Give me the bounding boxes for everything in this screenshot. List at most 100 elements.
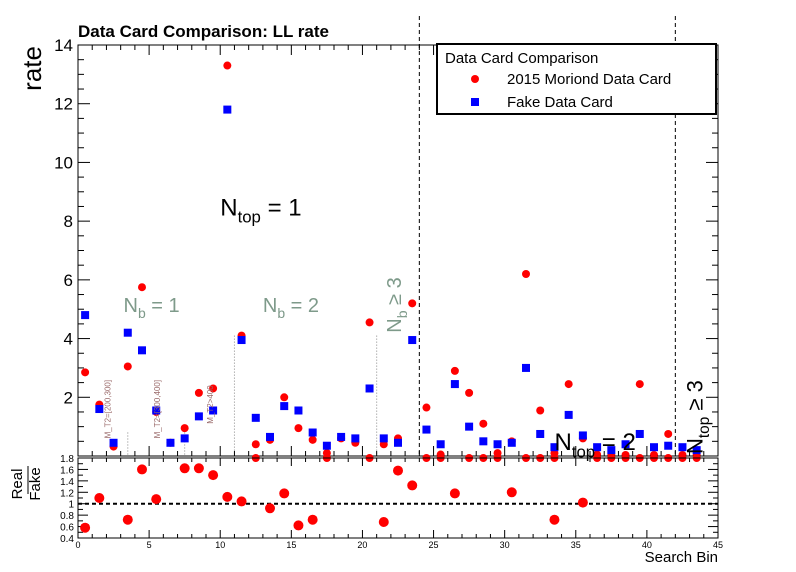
ratio-label-numerator: Real bbox=[9, 469, 26, 500]
fake-point bbox=[507, 438, 516, 447]
legend-entry: 2015 Moriond Data Card bbox=[507, 71, 671, 88]
fake-point bbox=[550, 443, 559, 452]
moriond-point bbox=[635, 380, 644, 389]
fake-point bbox=[564, 410, 573, 419]
ratio-point bbox=[577, 497, 588, 508]
bottom-panel: 0.40.60.811.21.41.61.8 0 5 10 15 20 25 30 35 40 4… bbox=[9, 454, 723, 566]
y-tick-label: 6 bbox=[64, 271, 73, 290]
top-plot-frame bbox=[77, 44, 719, 457]
ratio-point bbox=[549, 514, 560, 525]
moriond-point bbox=[536, 406, 545, 415]
fake-point bbox=[123, 328, 132, 337]
y-tick-label: 12 bbox=[54, 95, 73, 114]
fake-point bbox=[223, 105, 232, 114]
y-tick-label: 1.4 bbox=[60, 477, 74, 488]
x-tick-label: 30 bbox=[500, 540, 510, 550]
mt2-annotation: M_T2=[300,400] bbox=[153, 380, 162, 438]
legend-box bbox=[436, 43, 717, 115]
y-tick-label: 2 bbox=[64, 388, 73, 407]
fake-point bbox=[578, 431, 587, 440]
moriond-point bbox=[194, 388, 203, 397]
ratio-point bbox=[393, 465, 403, 476]
fake-point bbox=[536, 429, 545, 438]
fake-point bbox=[379, 434, 388, 443]
moriond-point bbox=[138, 283, 146, 292]
fake-point bbox=[465, 422, 474, 431]
x-tick-label: 0 bbox=[75, 540, 80, 550]
nb-annotation: Nb = 2 bbox=[263, 295, 319, 321]
fake-point bbox=[337, 432, 346, 441]
top-data-points bbox=[81, 61, 701, 459]
x-tick-label: 25 bbox=[429, 540, 439, 550]
y-tick-label: 0.4 bbox=[60, 534, 74, 545]
fake-point bbox=[479, 437, 488, 446]
fake-point bbox=[322, 441, 331, 450]
fake-point bbox=[692, 446, 701, 455]
ratio-point bbox=[236, 496, 247, 507]
moriond-point bbox=[664, 429, 673, 438]
ratio-point bbox=[506, 487, 517, 498]
moriond-point bbox=[209, 384, 218, 393]
fake-point bbox=[152, 406, 161, 415]
ratio-point bbox=[122, 514, 133, 525]
y-tick-label: 1 bbox=[68, 500, 74, 511]
ratio-point bbox=[137, 464, 147, 475]
fake-point bbox=[394, 438, 402, 447]
ratio-point bbox=[378, 517, 389, 527]
fake-point bbox=[522, 363, 530, 372]
x-tick-label: 15 bbox=[286, 540, 296, 550]
moriond-point bbox=[180, 424, 189, 433]
fake-point bbox=[81, 311, 90, 320]
y-tick-label: 8 bbox=[64, 212, 73, 231]
y-tick-label: 1.8 bbox=[60, 454, 74, 465]
y-tick-label: 0.6 bbox=[60, 523, 74, 534]
ratio-label-denominator: Fake bbox=[27, 467, 44, 500]
fake-point bbox=[294, 406, 303, 415]
ratio-point bbox=[94, 493, 105, 503]
x-tick-label: 10 bbox=[215, 540, 225, 550]
legend-title: Data Card Comparison bbox=[445, 50, 598, 67]
fake-point bbox=[493, 440, 502, 449]
ratio-point bbox=[193, 463, 204, 474]
top-y-axis-label: rate bbox=[17, 46, 47, 91]
ratio-point bbox=[80, 522, 91, 533]
fake-point bbox=[109, 438, 118, 447]
ntop-annotation: Ntop = 1 bbox=[220, 194, 301, 226]
y-tick-label: 1.2 bbox=[60, 488, 74, 499]
moriond-point bbox=[479, 419, 488, 428]
ratio-point bbox=[151, 494, 162, 505]
moriond-point bbox=[123, 362, 132, 371]
moriond-point bbox=[294, 424, 303, 433]
x-axis-label: Search Bin bbox=[645, 549, 718, 566]
fake-point bbox=[138, 346, 146, 355]
fake-point bbox=[621, 440, 630, 449]
ratio-point bbox=[222, 491, 233, 502]
ratio-point bbox=[407, 480, 418, 491]
ratio-point bbox=[179, 463, 190, 474]
moriond-point bbox=[223, 61, 232, 70]
moriond-point bbox=[408, 299, 417, 308]
moriond-point bbox=[308, 435, 317, 444]
fake-point bbox=[422, 425, 431, 434]
mt2-annotation: M_T2>400 bbox=[206, 385, 215, 424]
legend-marker-moriond bbox=[471, 75, 479, 83]
fake-point bbox=[408, 336, 417, 345]
moriond-point bbox=[81, 368, 90, 377]
moriond-point bbox=[422, 403, 431, 412]
y-tick-label: 0.8 bbox=[60, 511, 74, 522]
y-tick-label: 10 bbox=[54, 153, 73, 172]
ntop-annotation: Ntop = 2 bbox=[554, 429, 635, 461]
x-tick-label: 40 bbox=[642, 540, 652, 550]
bottom-y-axis-label: Real Fake bbox=[9, 466, 44, 501]
moriond-point bbox=[450, 366, 459, 375]
moriond-point bbox=[522, 269, 530, 278]
chart-title: Data Card Comparison: LL rate bbox=[78, 22, 329, 41]
bottom-plot-frame bbox=[77, 457, 719, 539]
fake-point bbox=[351, 434, 360, 443]
fake-point bbox=[650, 443, 658, 452]
ntop-annotation: Ntop ≥ 3 bbox=[682, 380, 713, 454]
fake-point bbox=[607, 446, 616, 455]
fake-point bbox=[450, 380, 459, 389]
ratio-point bbox=[265, 503, 275, 514]
nb-annotation: Nb = 1 bbox=[124, 295, 180, 321]
